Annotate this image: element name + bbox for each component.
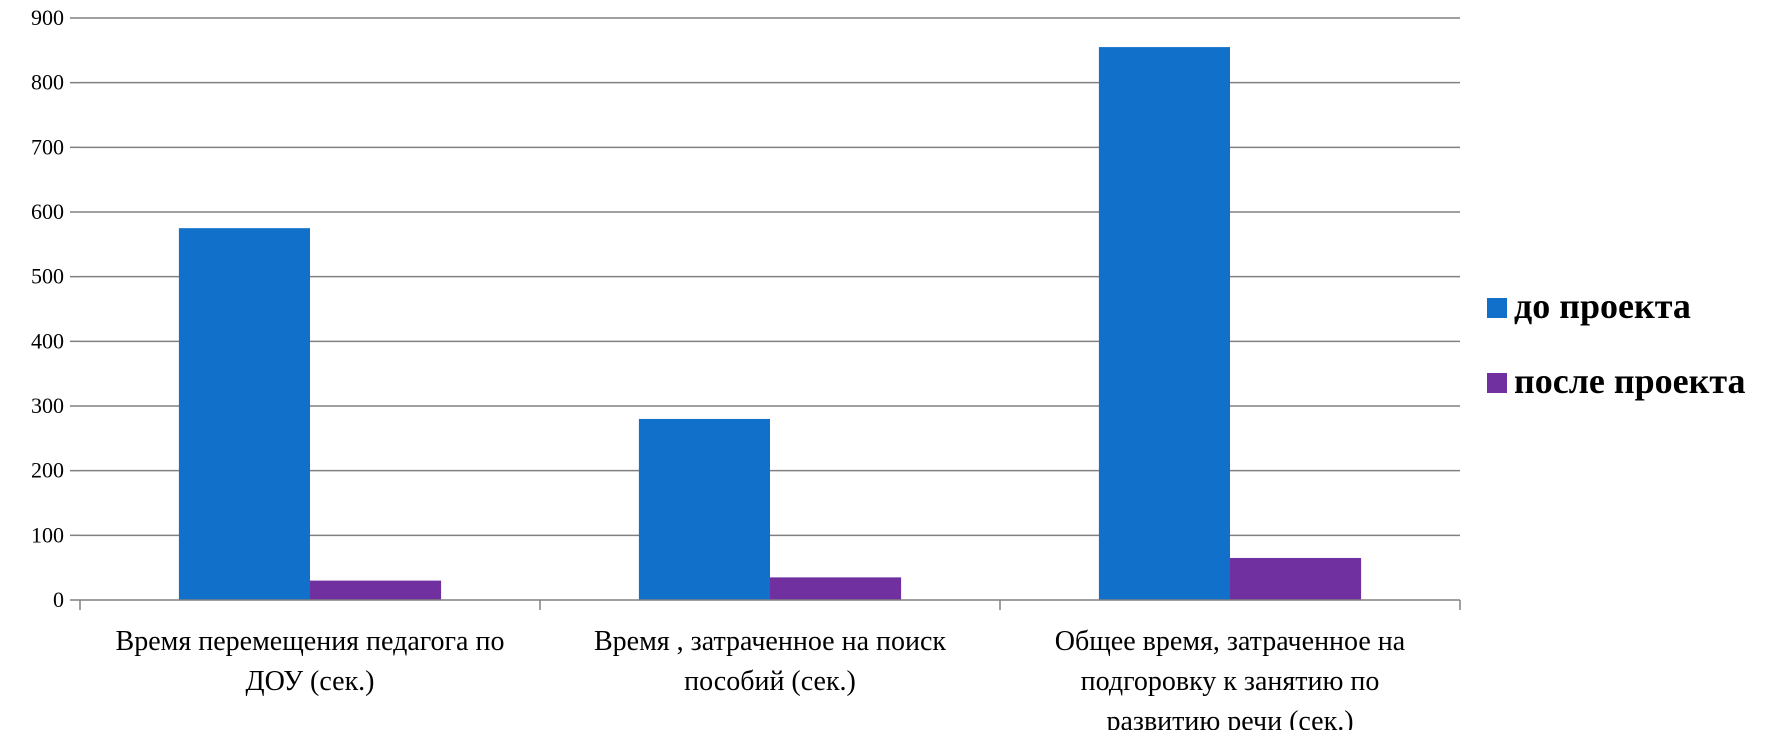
bar-after-2 — [1230, 557, 1362, 600]
x-axis — [79, 599, 1461, 610]
y-tick-label: 100 — [31, 522, 64, 547]
y-tick-label: 700 — [31, 134, 64, 159]
y-axis-ticks: 0 100 200 300 400 500 600 700 800 900 — [31, 5, 80, 612]
bar-before-0 — [178, 228, 310, 600]
y-tick-label: 900 — [31, 5, 64, 30]
legend-label: до проекта — [1514, 286, 1691, 326]
x-category-label: Время , затраченное на поиск пособий (сек… — [594, 626, 946, 697]
legend-swatch — [1487, 373, 1507, 393]
legend-label: после проекта — [1514, 361, 1746, 401]
bar-after-1 — [770, 577, 902, 600]
bar-after-0 — [310, 580, 442, 600]
x-category-label-line: Время , затраченное на поиск — [594, 626, 946, 657]
y-tick-label: 600 — [31, 199, 64, 224]
y-tick-label: 200 — [31, 458, 64, 483]
x-category-label-line: подгоровку к занятию по — [1081, 666, 1380, 697]
x-category-label-line: Общее время, затраченное на — [1055, 626, 1406, 657]
y-tick-label: 0 — [53, 587, 64, 612]
y-tick-label: 800 — [31, 70, 64, 95]
x-axis-labels: Время перемещения педагога по ДОУ (сек.)В… — [116, 626, 1406, 730]
x-category-label: Время перемещения педагога по ДОУ (сек.) — [116, 626, 505, 697]
bar-before-1 — [638, 418, 770, 600]
x-category-label-line: пособий (сек.) — [684, 666, 856, 697]
bar-before-2 — [1098, 47, 1230, 601]
x-category-label-line: Время перемещения педагога по — [116, 626, 505, 657]
x-category-label: Общее время, затраченное на подгоровку к … — [1055, 626, 1406, 730]
bars — [178, 47, 1362, 601]
y-tick-label: 500 — [31, 264, 64, 289]
x-category-label-line: ДОУ (сек.) — [245, 666, 374, 697]
legend: до проекта после проекта — [1487, 286, 1746, 401]
legend-swatch — [1487, 298, 1507, 318]
y-tick-label: 300 — [31, 393, 64, 418]
y-tick-label: 400 — [31, 328, 64, 353]
x-category-label-line: развитию речи (сек.) — [1106, 706, 1353, 730]
